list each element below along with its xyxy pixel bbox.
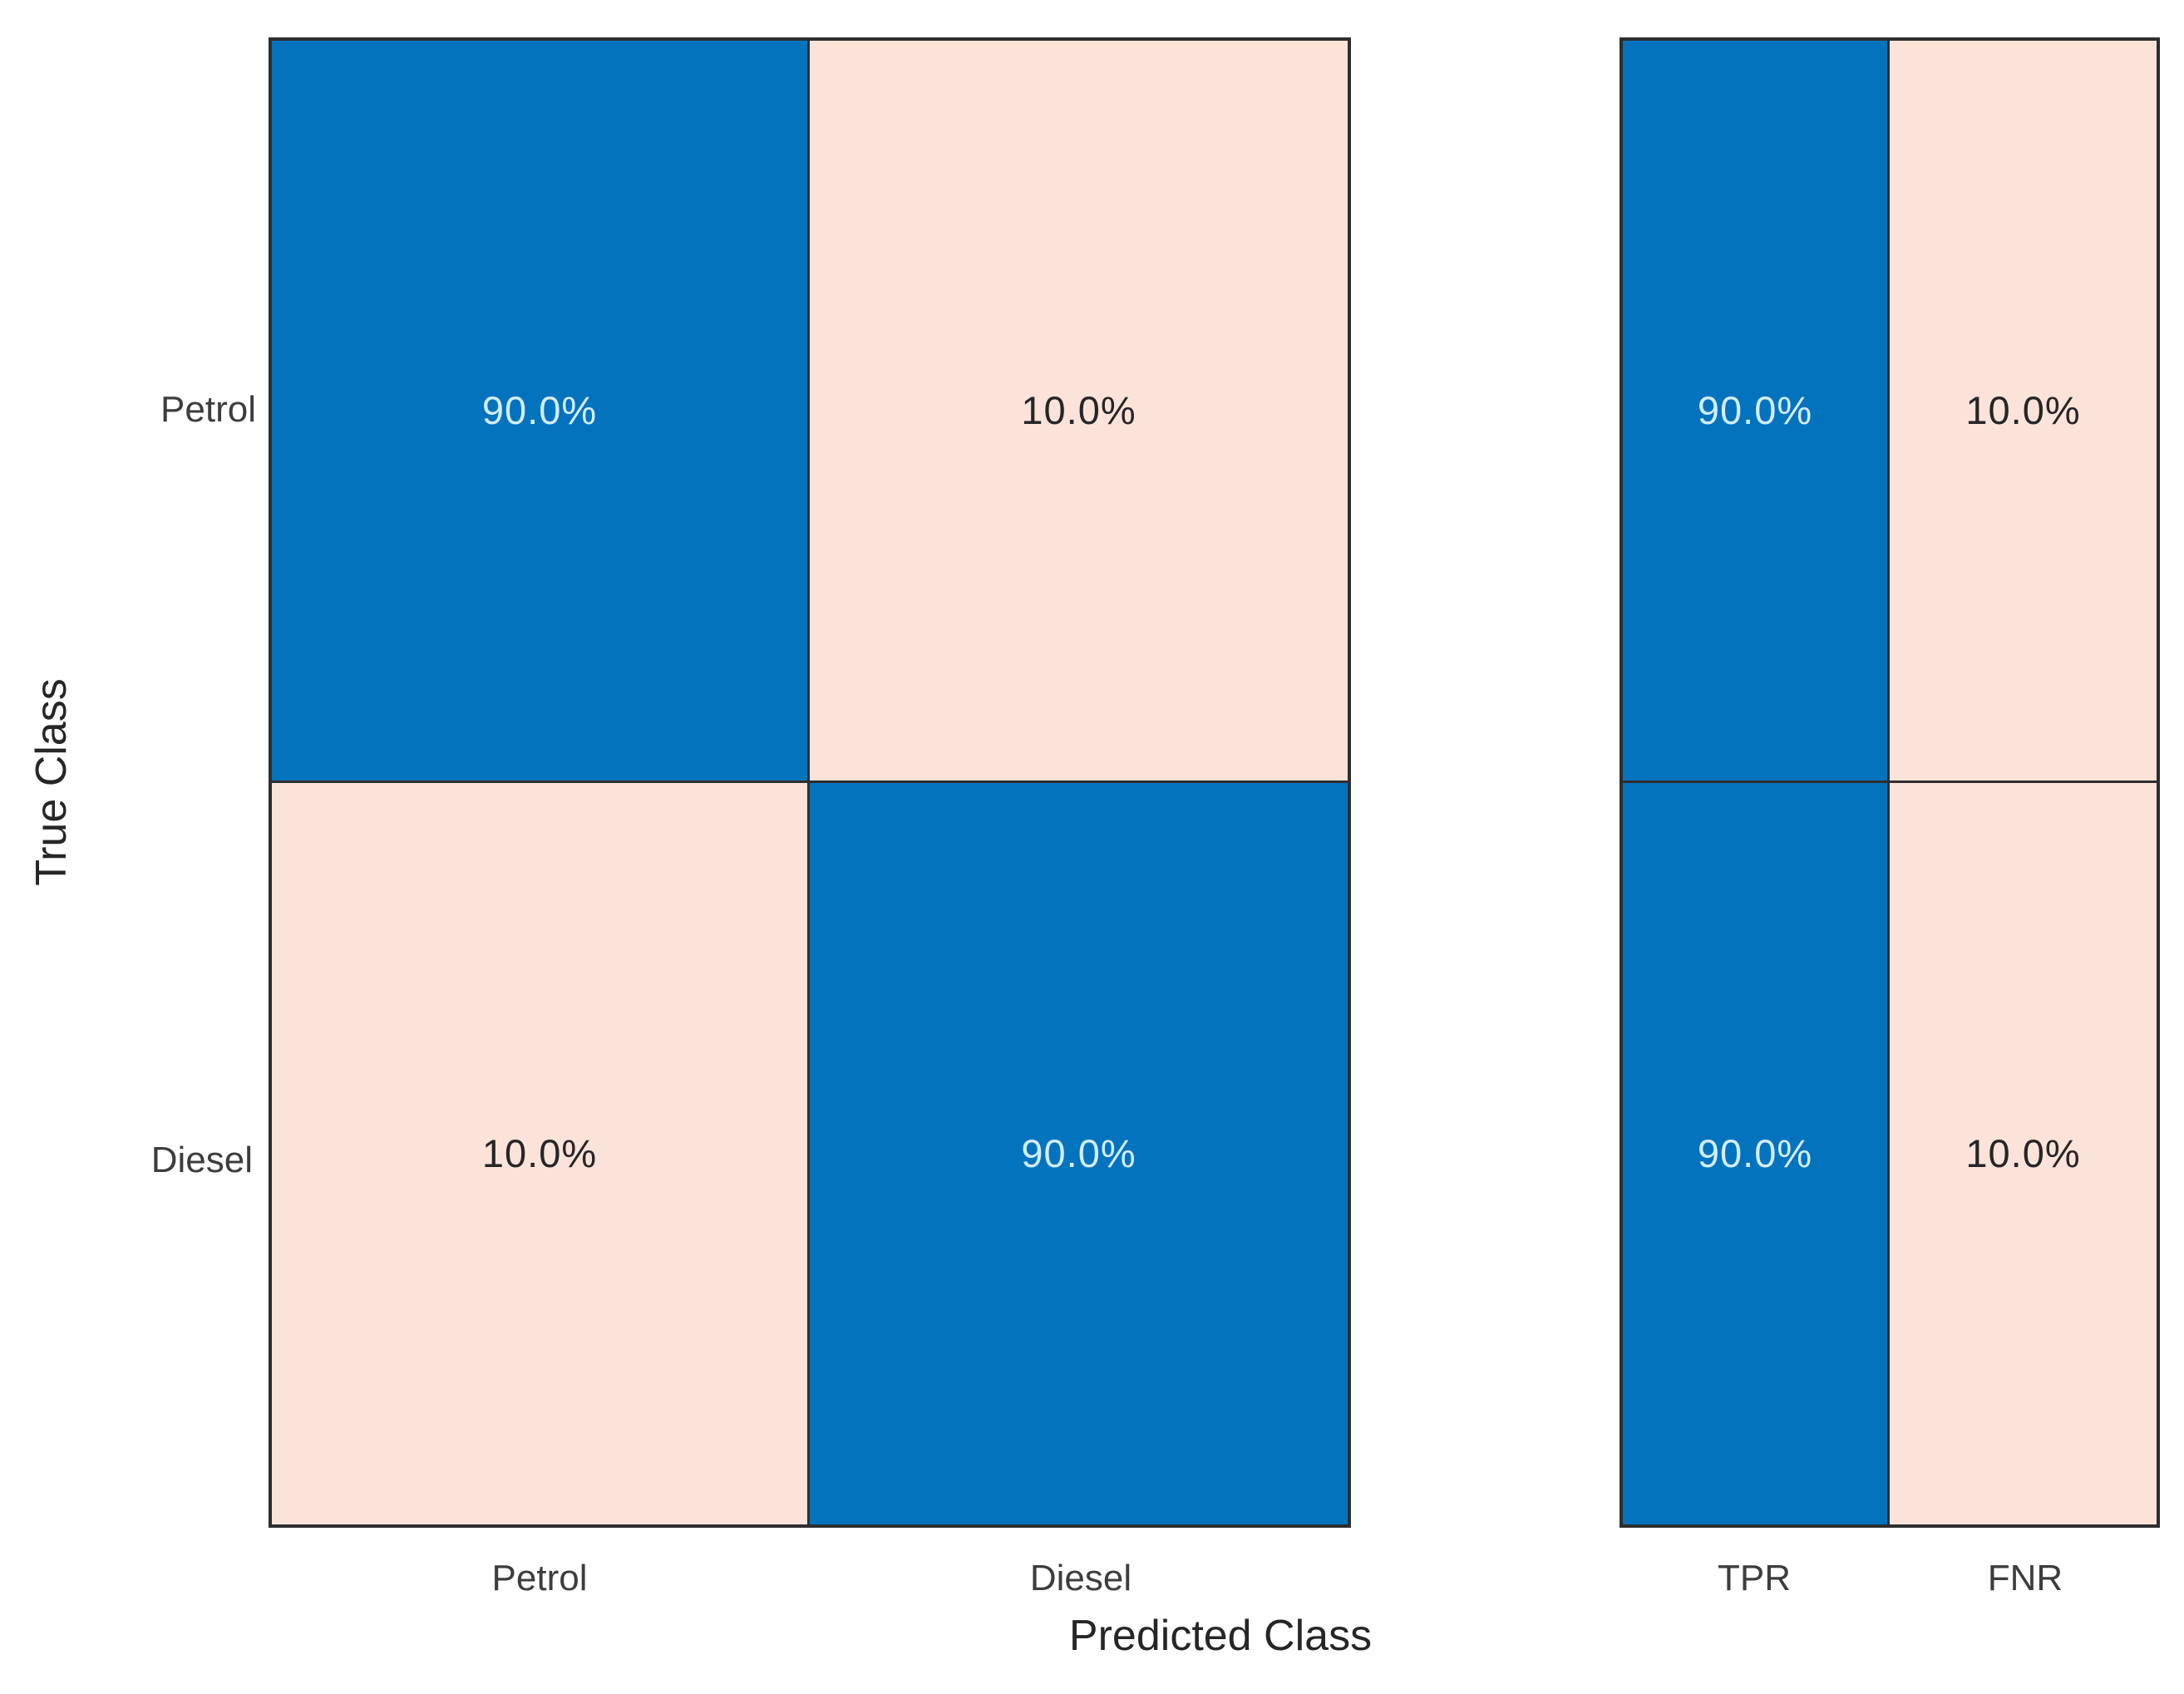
cell-value: 90.0% bbox=[1021, 1131, 1136, 1176]
row-summary-panel: 90.0% 10.0% 90.0% 10.0% bbox=[1620, 37, 2160, 1528]
cell-true-diesel-pred-diesel: 90.0% bbox=[810, 782, 1348, 1524]
cell-value: 90.0% bbox=[1697, 1131, 1813, 1176]
x-tick-fnr: FNR bbox=[1987, 1558, 2063, 1598]
cell-value: 90.0% bbox=[481, 388, 598, 433]
cell-value: 10.0% bbox=[1021, 388, 1136, 433]
summary-cell-diesel-tpr: 90.0% bbox=[1623, 782, 1890, 1524]
cell-value: 10.0% bbox=[481, 1131, 598, 1176]
x-tick-tpr: TPR bbox=[1718, 1558, 1791, 1598]
summary-cell-petrol-fnr: 10.0% bbox=[1890, 41, 2157, 783]
confusion-matrix-panel: 90.0% 10.0% 10.0% 90.0% bbox=[269, 37, 1351, 1528]
cell-true-petrol-pred-petrol: 90.0% bbox=[272, 41, 810, 783]
cell-true-petrol-pred-diesel: 10.0% bbox=[810, 41, 1348, 783]
y-tick-petrol: Petrol bbox=[160, 389, 256, 430]
summary-cell-diesel-fnr: 10.0% bbox=[1890, 782, 2157, 1524]
summary-cell-petrol-tpr: 90.0% bbox=[1623, 41, 1890, 783]
cell-true-diesel-pred-petrol: 10.0% bbox=[272, 782, 810, 1524]
cell-value: 10.0% bbox=[1965, 388, 2081, 433]
y-axis-label: True Class bbox=[27, 678, 76, 886]
cell-value: 90.0% bbox=[1697, 388, 1813, 433]
x-tick-petrol: Petrol bbox=[491, 1558, 588, 1598]
y-tick-diesel: Diesel bbox=[150, 1140, 253, 1180]
x-axis-label: Predicted Class bbox=[1068, 1612, 1373, 1660]
x-tick-diesel: Diesel bbox=[1029, 1558, 1132, 1598]
cell-value: 10.0% bbox=[1965, 1131, 2081, 1176]
